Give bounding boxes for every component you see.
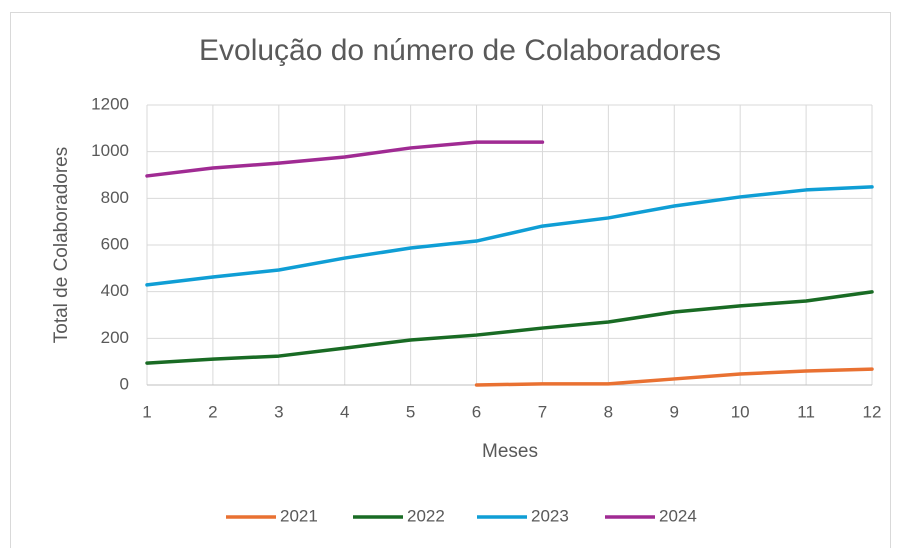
y-tick-label: 0 — [120, 374, 129, 393]
x-tick-label: 4 — [340, 402, 349, 421]
x-tick-label: 10 — [731, 402, 750, 421]
x-tick-label: 11 — [797, 402, 815, 421]
y-tick-label: 1200 — [91, 94, 129, 113]
legend-label: 2024 — [659, 506, 697, 525]
chart-title: Evolução do número de Colaboradores — [199, 34, 721, 67]
legend-label: 2023 — [531, 506, 569, 525]
series-line — [145, 185, 874, 287]
y-tick-label: 800 — [101, 188, 129, 207]
x-tick-label: 8 — [604, 402, 613, 421]
chart-border — [10, 12, 891, 548]
series-line — [145, 290, 874, 365]
y-tick-label: 400 — [101, 281, 129, 300]
x-tick-label: 9 — [670, 402, 679, 421]
x-tick-label: 2 — [208, 402, 217, 421]
legend-label: 2022 — [407, 506, 445, 525]
y-tick-label: 1000 — [91, 141, 129, 160]
x-tick-label: 6 — [472, 402, 481, 421]
series-line — [474, 367, 874, 387]
x-tick-label: 7 — [538, 402, 547, 421]
x-tick-label: 1 — [142, 402, 151, 421]
x-tick-label: 3 — [274, 402, 283, 421]
x-tick-label: 5 — [406, 402, 415, 421]
x-axis-title: Meses — [482, 441, 538, 462]
series-line — [145, 140, 545, 178]
y-tick-label: 200 — [101, 328, 129, 347]
y-axis-title: Total de Colaboradores — [51, 147, 72, 343]
x-tick-label: 12 — [863, 402, 882, 421]
y-tick-label: 600 — [101, 234, 129, 253]
legend-label: 2021 — [280, 506, 318, 525]
